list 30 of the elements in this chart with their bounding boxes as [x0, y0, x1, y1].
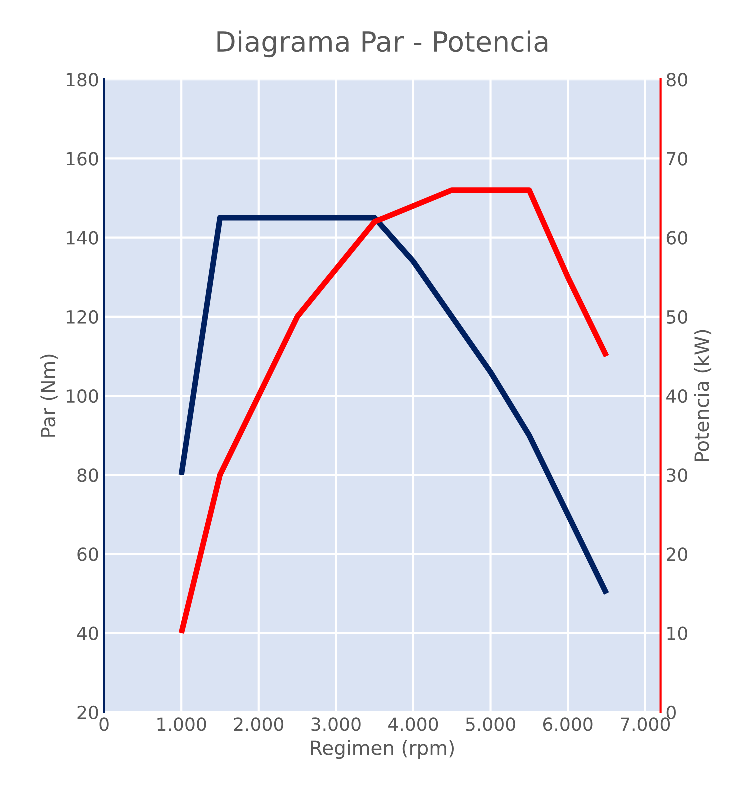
y2-tick-label: 60 [666, 231, 688, 245]
y-tick-label: 60 [78, 548, 98, 562]
y-tick-label: 80 [78, 468, 98, 482]
y2-tick-label: 80 [666, 73, 688, 87]
x-tick-label: 1.000 [158, 718, 206, 732]
y-tick-label: 100 [66, 389, 98, 404]
y2-tick-label: 20 [667, 548, 688, 562]
y-tick-label: 120 [66, 310, 98, 324]
x-tick-label: 4.000 [388, 718, 438, 732]
y2-tick-label: 40 [666, 389, 688, 404]
y-tick-label: 140 [66, 231, 98, 245]
y-tick-label: 40 [77, 626, 98, 640]
y2-axis-title: Potencia (kW) [694, 330, 712, 462]
y-tick-label: 20 [78, 706, 98, 720]
x-tick-label: 2.000 [234, 718, 284, 732]
x-tick-label: 3.000 [312, 718, 361, 732]
y2-tick-label: 70 [667, 152, 688, 166]
y-tick-label: 160 [66, 152, 98, 166]
y2-tick-label: 30 [667, 468, 688, 482]
x-axis-title: Regimen (rpm) [311, 740, 454, 760]
x-tick-label: 0 [100, 718, 109, 732]
chart-title: Diagrama Par - Potencia [218, 30, 548, 58]
x-tick-label: 5.000 [466, 718, 516, 732]
x-tick-label: 6.000 [543, 718, 593, 732]
y2-tick-label: 0 [666, 706, 676, 720]
x-tick-label: 7.000 [620, 718, 670, 732]
y-tick-label: 180 [66, 73, 98, 87]
y2-tick-label: 10 [668, 626, 688, 640]
y2-tick-label: 50 [667, 310, 688, 324]
y-axis-title: Par (Nm) [40, 354, 58, 437]
